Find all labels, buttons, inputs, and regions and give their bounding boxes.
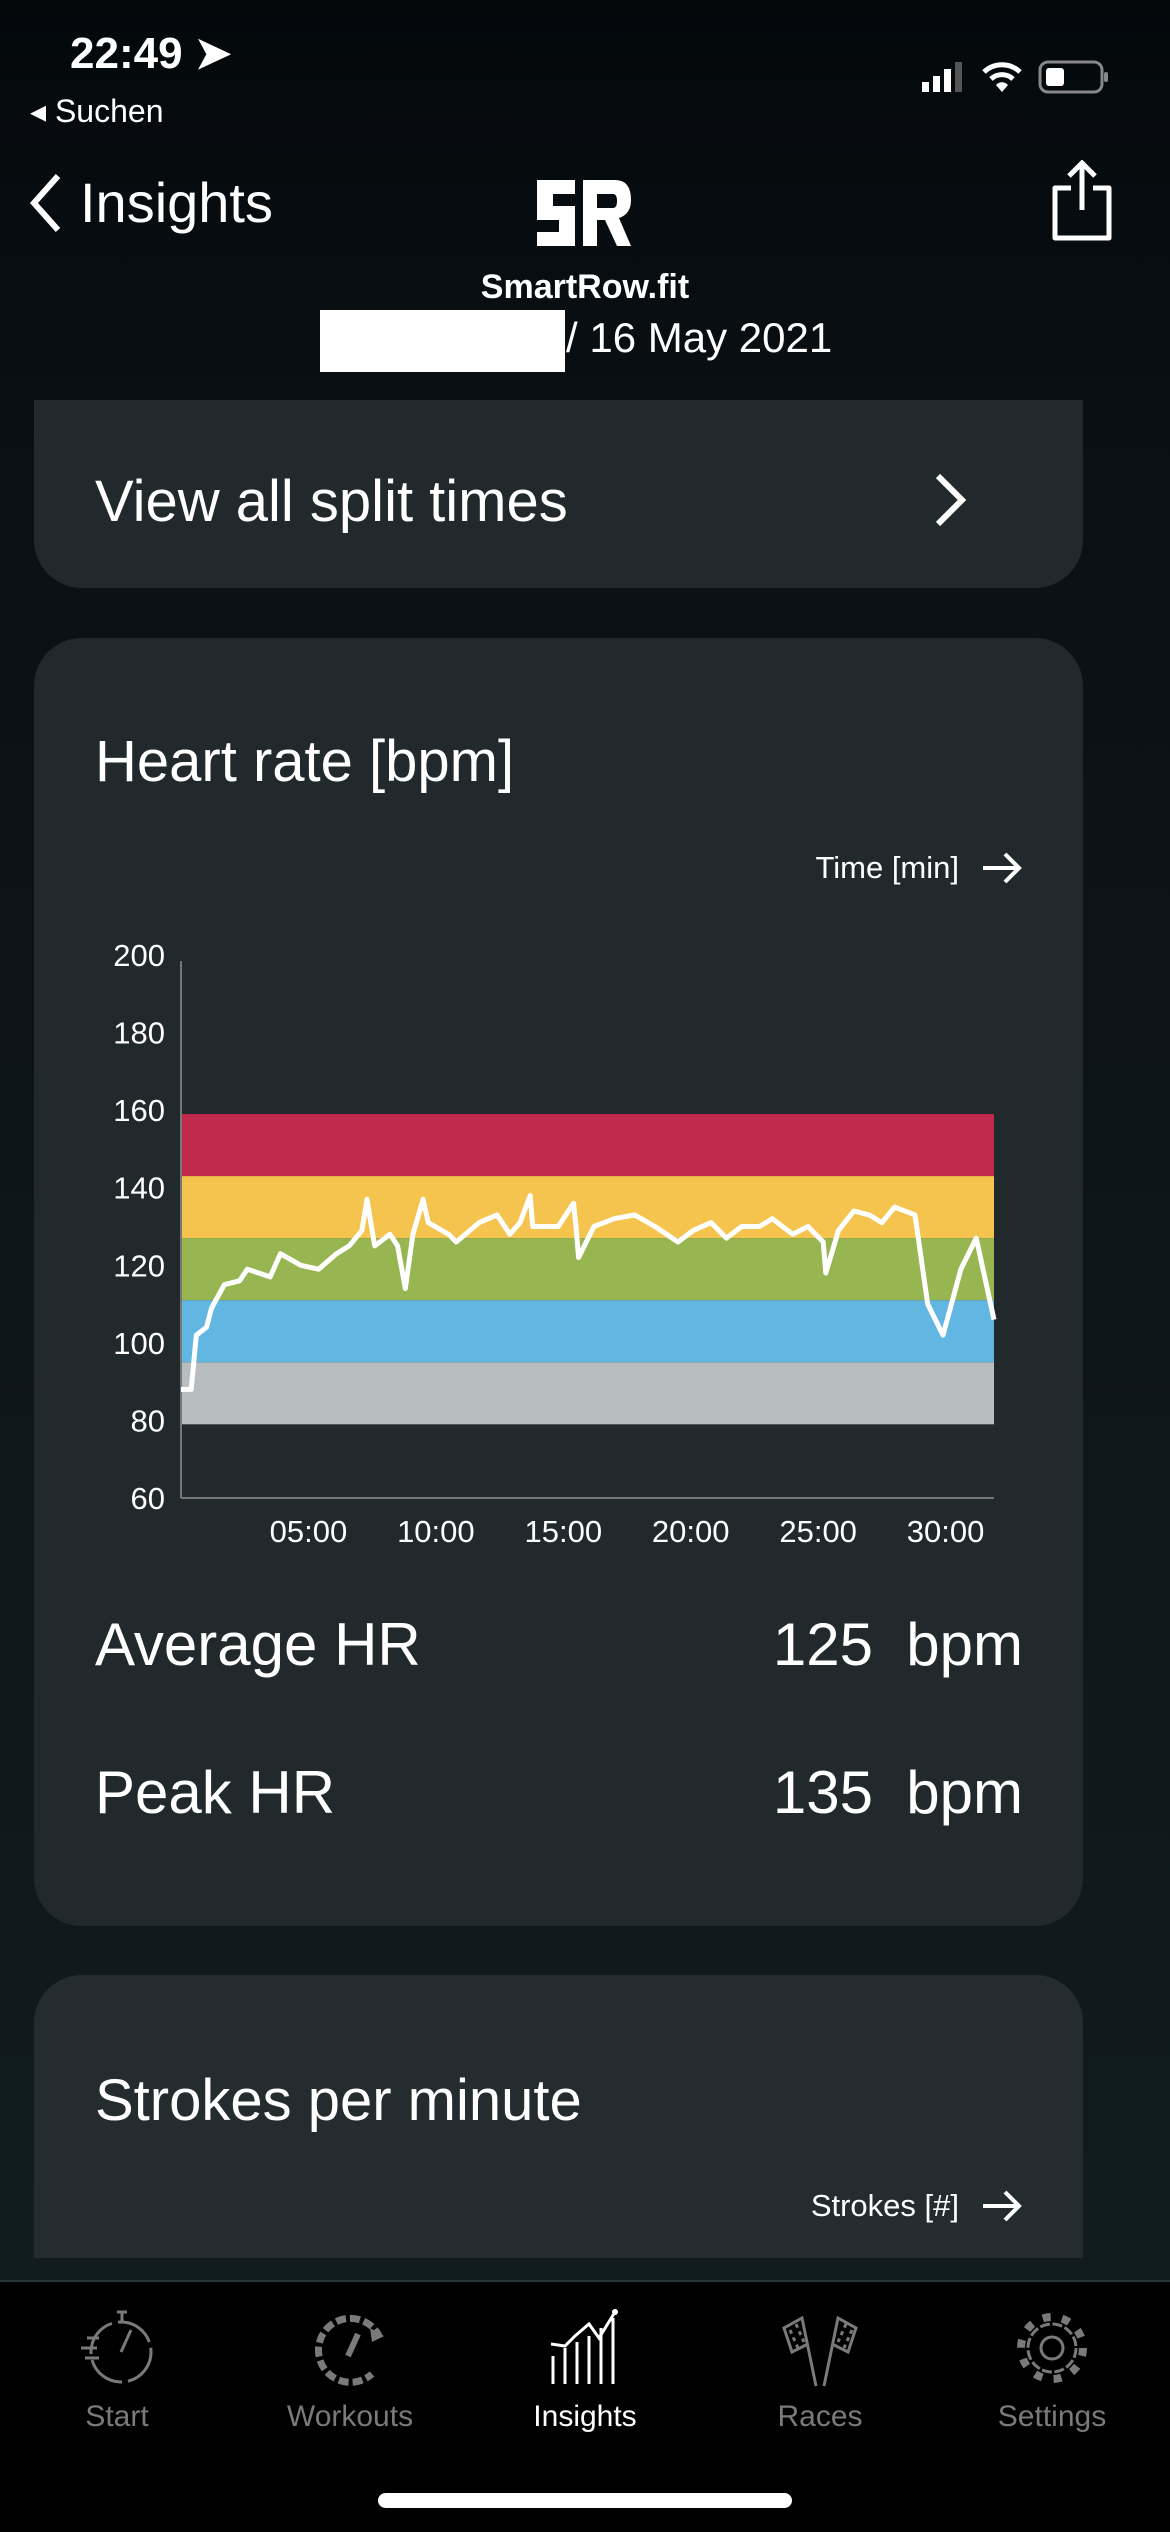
share-icon [1052, 159, 1112, 241]
chevron-left-icon [29, 173, 61, 232]
arrow-right-icon [983, 852, 1022, 884]
chart-icon [550, 2309, 618, 2384]
view-splits-card[interactable]: View all split times [34, 400, 1083, 588]
strokes-card: Strokes per minute Strokes [#] [34, 1975, 1083, 2258]
average-hr-row: Average HR 125 bpm [95, 1611, 1023, 1678]
home-indicator[interactable] [378, 2493, 792, 2508]
tab-bar: Start Workouts Insights Races Settings [0, 2280, 1170, 2532]
checkered-flags-icon [782, 2315, 858, 2387]
signal-icon [922, 62, 962, 92]
redacted-area [320, 310, 565, 372]
gear-icon [1017, 2313, 1087, 2383]
status-icons [922, 60, 1110, 94]
wifi-icon [982, 62, 1022, 92]
battery-icon [1038, 60, 1108, 94]
tab-insights[interactable]: Insights [485, 2308, 685, 2434]
tab-races[interactable]: Races [720, 2308, 920, 2434]
hr-axis-toggle[interactable]: Time [min] [815, 850, 1023, 886]
share-button[interactable] [1049, 159, 1115, 247]
heart-rate-card: Heart rate [bpm] Time [min] Average HR 12… [34, 638, 1083, 1926]
tab-workouts[interactable]: Workouts [250, 2308, 450, 2434]
workout-date: / 16 May 2021 [566, 314, 833, 361]
view-splits-label: View all split times [95, 469, 568, 534]
back-to-app[interactable]: ◂ Suchen [30, 93, 164, 129]
status-time: 22:49 ➤ [70, 29, 232, 78]
location-arrow-icon: ➤ [194, 29, 232, 78]
peak-hr-row: Peak HR 135 bpm [95, 1759, 1023, 1826]
spm-title: Strokes per minute [95, 2068, 582, 2133]
tab-start[interactable]: Start [17, 2308, 217, 2434]
back-button[interactable]: Insights [28, 170, 273, 235]
chevron-right-icon [935, 473, 967, 527]
arrow-right-icon [983, 2190, 1022, 2222]
hr-title: Heart rate [bpm] [95, 729, 515, 794]
spm-axis-toggle[interactable]: Strokes [#] [811, 2188, 1023, 2224]
speedometer-icon [314, 2314, 384, 2386]
stopwatch-icon [81, 2310, 153, 2384]
brand-name: SmartRow.fit [480, 268, 690, 306]
tab-settings[interactable]: Settings [952, 2308, 1152, 2434]
smartrow-logo [535, 178, 635, 253]
